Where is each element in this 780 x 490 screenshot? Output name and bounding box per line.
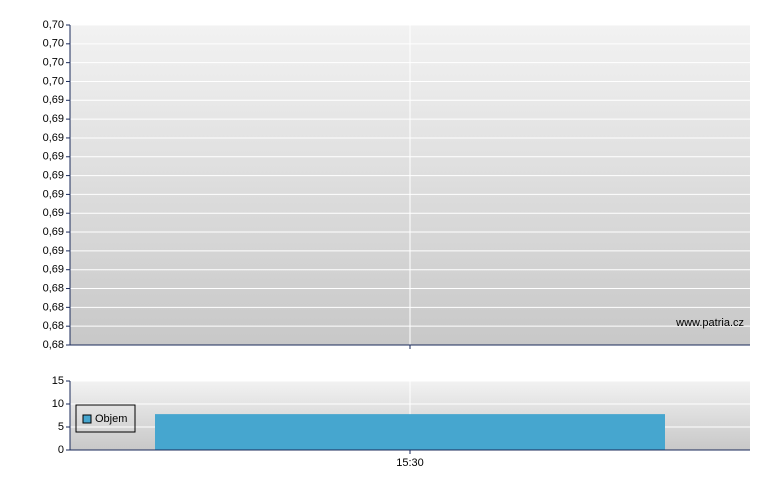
bar: [155, 414, 665, 450]
y-tick-label: 0,69: [43, 245, 64, 257]
y-tick-label: 5: [58, 421, 64, 433]
y-tick-label: 0,70: [43, 38, 64, 50]
y-tick-label: 0,70: [43, 19, 64, 31]
y-tick-label: 0,68: [43, 339, 64, 351]
legend-box: [75, 404, 136, 433]
y-tick-label: 0,69: [43, 188, 64, 200]
y-tick-label: 0: [58, 444, 64, 456]
y-tick-label: 0,69: [43, 94, 64, 106]
y-tick-label: 0,69: [43, 226, 64, 238]
x-tick-label: 15:30: [396, 457, 424, 469]
legend-swatch: [82, 414, 92, 424]
y-tick-label: 0,68: [43, 320, 64, 332]
y-tick-label: 0,69: [43, 151, 64, 163]
y-tick-label: 0,69: [43, 132, 64, 144]
y-tick-label: 10: [52, 398, 64, 410]
watermark: www.patria.cz: [675, 317, 744, 329]
legend-label: Objem: [95, 413, 127, 425]
y-tick-label: 0,70: [43, 57, 64, 69]
y-tick-label: 0,69: [43, 169, 64, 181]
y-tick-label: 0,68: [43, 301, 64, 313]
y-tick-label: 0,70: [43, 75, 64, 87]
y-tick-label: 0,69: [43, 207, 64, 219]
y-tick-label: 0,69: [43, 264, 64, 276]
y-tick-label: 15: [52, 375, 64, 387]
y-tick-label: 0,69: [43, 113, 64, 125]
y-tick-label: 0,68: [43, 282, 64, 294]
